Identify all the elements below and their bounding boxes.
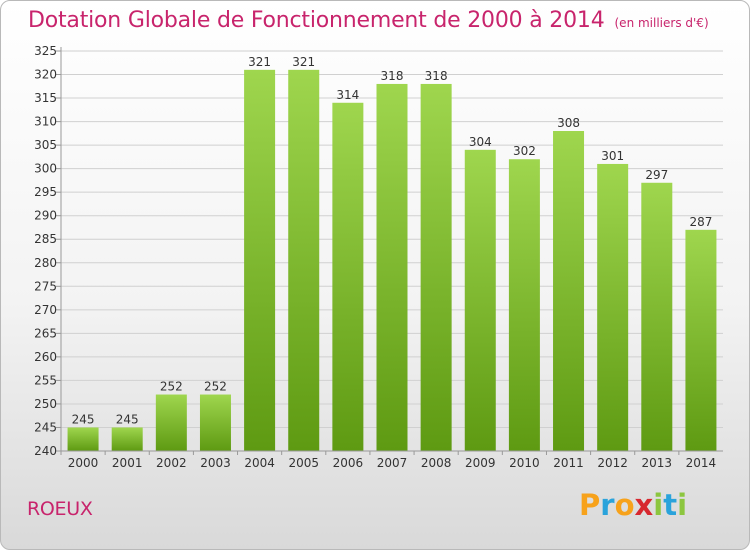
x-tick-label-2005: 2005 — [288, 456, 319, 470]
logo-letter: r — [600, 488, 615, 522]
bar-2012 — [597, 163, 629, 452]
y-tick-label: 305 — [34, 138, 57, 152]
logo-letter: P — [579, 488, 601, 522]
y-tick-label: 320 — [34, 68, 57, 82]
x-tick-label-2002: 2002 — [156, 456, 187, 470]
chart-title: Dotation Globale de Fonctionnement de 20… — [28, 8, 709, 33]
logo-letter: t — [663, 488, 678, 522]
bar-2001 — [111, 427, 143, 451]
data-label-2001: 245 — [116, 412, 139, 426]
logo-letter: x — [634, 488, 654, 522]
y-tick-label: 260 — [34, 350, 57, 364]
x-tick-label-2003: 2003 — [200, 456, 231, 470]
data-label-2000: 245 — [72, 412, 95, 426]
y-tick-label: 265 — [34, 326, 57, 340]
bar-2011 — [553, 131, 585, 451]
bar-2006 — [332, 102, 364, 451]
commune-name: ROEUX — [27, 498, 93, 520]
bar-2002 — [155, 394, 187, 451]
x-tick-label-2009: 2009 — [465, 456, 496, 470]
data-label-2011: 308 — [557, 116, 580, 130]
y-tick-label: 295 — [34, 185, 57, 199]
logo-letter: i — [653, 488, 664, 522]
bar-2000 — [67, 427, 99, 451]
data-label-2005: 321 — [292, 55, 315, 69]
y-axis-ticks: 240 245 250 255 260 265 270 275 280 285 290 295 300 3… — [34, 44, 61, 458]
x-tick-label-2000: 2000 — [68, 456, 99, 470]
x-tick-label-2007: 2007 — [377, 456, 408, 470]
data-label-2006: 314 — [336, 88, 359, 102]
x-tick-label-2008: 2008 — [421, 456, 452, 470]
y-tick-label: 290 — [34, 209, 57, 223]
x-tick-label-2011: 2011 — [553, 456, 584, 470]
y-tick-label: 325 — [34, 44, 57, 58]
x-tick-label-2004: 2004 — [244, 456, 275, 470]
bars — [67, 69, 717, 452]
y-tick-label: 275 — [34, 279, 57, 293]
x-tick-label-2010: 2010 — [509, 456, 540, 470]
y-tick-label: 240 — [34, 444, 57, 458]
bar-2007 — [376, 83, 408, 452]
y-tick-label: 315 — [34, 91, 57, 105]
data-label-2004: 321 — [248, 55, 271, 69]
data-label-2014: 287 — [689, 215, 712, 229]
data-label-2002: 252 — [160, 380, 183, 394]
y-tick-label: 245 — [34, 420, 57, 434]
data-label-2008: 318 — [425, 69, 448, 83]
x-tick-label-2012: 2012 — [597, 456, 628, 470]
proxiti-logo[interactable]: Proxiti — [579, 488, 687, 522]
x-tick-label-2013: 2013 — [642, 456, 673, 470]
data-label-2003: 252 — [204, 380, 227, 394]
chart-subtitle: (en milliers d'€) — [614, 16, 709, 30]
y-tick-label: 280 — [34, 256, 57, 270]
x-tick-label-2006: 2006 — [333, 456, 364, 470]
x-tick-label-2014: 2014 — [686, 456, 717, 470]
data-label-2007: 318 — [381, 69, 404, 83]
y-tick-label: 255 — [34, 373, 57, 387]
bar-2009 — [464, 149, 496, 451]
bar-2014 — [685, 229, 717, 451]
bar-2010 — [508, 159, 540, 451]
logo-letter: o — [614, 488, 635, 522]
y-tick-label: 310 — [34, 115, 57, 129]
axes — [60, 47, 723, 452]
logo-letter: i — [677, 488, 688, 522]
bar-2004 — [244, 69, 276, 451]
y-tick-label: 285 — [34, 232, 57, 246]
chart-title-text: Dotation Globale de Fonctionnement de 20… — [28, 8, 605, 33]
data-label-2012: 301 — [601, 149, 624, 163]
y-tick-label: 300 — [34, 162, 57, 176]
bar-2008 — [420, 83, 452, 452]
bar-2013 — [641, 182, 673, 451]
data-label-2013: 297 — [645, 168, 668, 182]
y-tick-label: 250 — [34, 397, 57, 411]
data-label-2010: 302 — [513, 144, 536, 158]
x-axis-ticks: 2000 2001 2002 2003 2004 2005 2006 2007 2008 2009… — [60, 451, 717, 470]
data-labels: 245 245 252 252 321 321 314 318 318 304 302 308 301 2… — [72, 55, 713, 427]
bar-2005 — [288, 69, 320, 451]
x-tick-label-2001: 2001 — [112, 456, 143, 470]
bar-2003 — [199, 394, 231, 451]
y-tick-label: 270 — [34, 303, 57, 317]
data-label-2009: 304 — [469, 135, 492, 149]
